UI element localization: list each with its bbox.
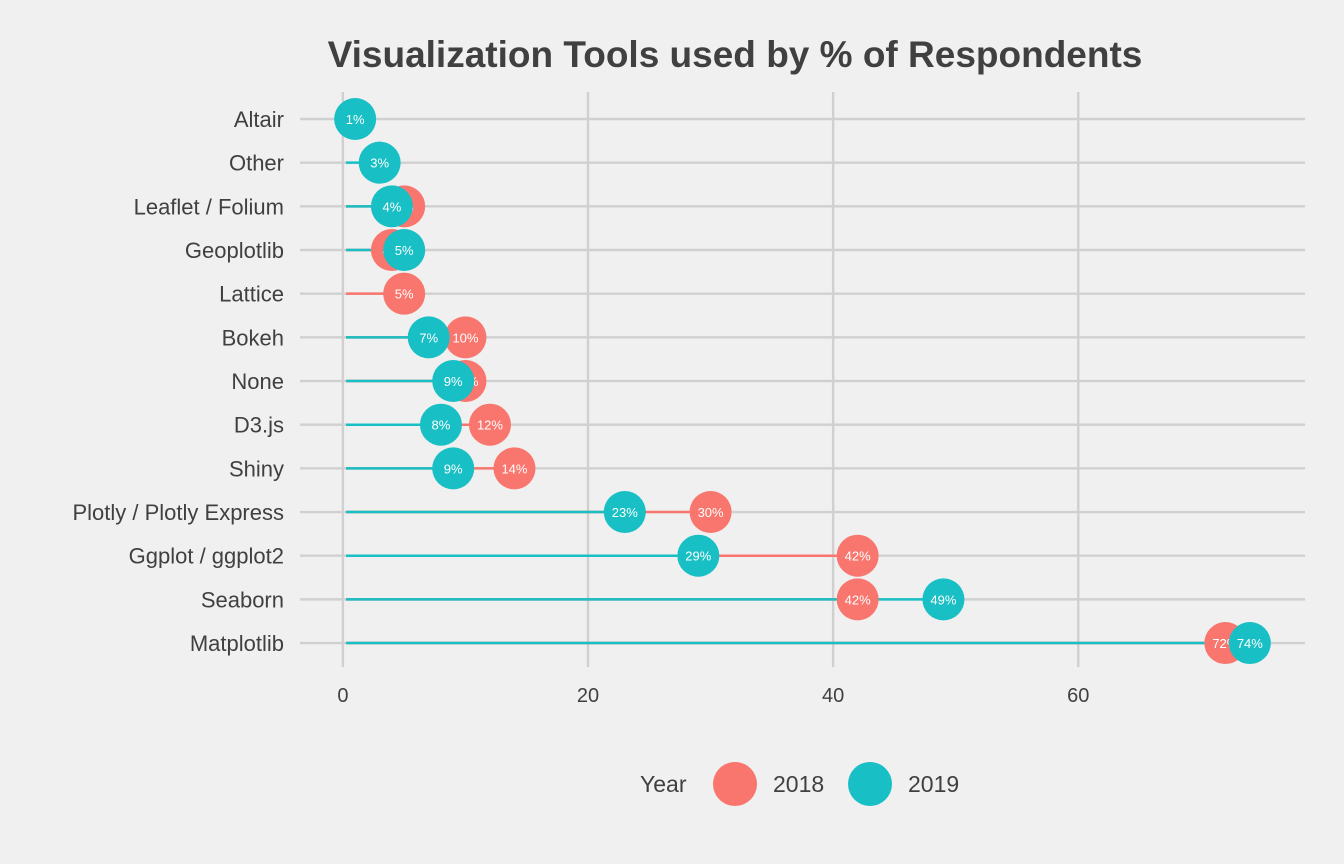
category-label: Leaflet / Folium <box>134 194 284 219</box>
dot-2018 <box>836 578 879 621</box>
dot-label-2019: 1% <box>346 112 365 127</box>
dot-2019 <box>677 534 720 577</box>
category-label: Matplotlib <box>190 631 284 656</box>
dot-2018 <box>383 272 426 315</box>
dot-label-2018: 42% <box>845 549 871 564</box>
category-label: Bokeh <box>222 325 284 350</box>
dot-label-2018: 10% <box>452 330 478 345</box>
category-label: Ggplot / ggplot2 <box>129 544 284 569</box>
category-label: Geoplotlib <box>185 238 284 263</box>
x-tick-label: 0 <box>337 685 348 707</box>
category-label: None <box>231 369 284 394</box>
category-label: Shiny <box>229 456 284 481</box>
category-label: Altair <box>234 107 284 132</box>
dot-2019 <box>370 185 413 228</box>
dot-2018 <box>836 534 879 577</box>
dot-label-2019: 74% <box>1237 636 1263 651</box>
dot-2019 <box>432 447 475 490</box>
dot-2018 <box>444 316 487 359</box>
dot-2018 <box>493 447 536 490</box>
category-label: Plotly / Plotly Express <box>72 500 284 525</box>
dots: 5%4%5%10%10%12%14%30%42%42%72%1%3%4%5%7%… <box>334 98 1271 665</box>
dot-label-2019: 5% <box>395 243 414 258</box>
dot-label-2018: 42% <box>845 592 871 607</box>
x-tick-label: 20 <box>577 685 599 707</box>
dot-2019 <box>407 316 450 359</box>
x-tick-label: 40 <box>822 685 844 707</box>
dot-2019 <box>1228 622 1271 665</box>
category-labels: Altair Other Leaflet / Folium Geoplotlib Lat… <box>72 107 284 656</box>
dot-label-2019: 29% <box>685 549 711 564</box>
legend-key-2018 <box>713 762 757 806</box>
dot-label-2018: 30% <box>698 505 724 520</box>
legend-label-2019: 2019 <box>908 771 959 797</box>
dot-label-2018: 5% <box>395 287 414 302</box>
dot-2019 <box>334 98 377 140</box>
dot-2019 <box>432 360 475 403</box>
dot-2019 <box>922 578 965 621</box>
x-tick-label: 60 <box>1067 685 1089 707</box>
dot-label-2019: 4% <box>383 199 402 214</box>
dot-label-2019: 49% <box>930 592 956 607</box>
dot-2019 <box>419 403 462 446</box>
category-label: Seaborn <box>201 587 284 612</box>
dot-label-2019: 9% <box>444 374 463 389</box>
dot-label-2018: 12% <box>477 418 503 433</box>
category-label: D3.js <box>234 413 284 438</box>
dot-label-2019: 9% <box>444 461 463 476</box>
category-label: Other <box>229 151 284 176</box>
dot-label-2019: 8% <box>432 418 451 433</box>
dot-2018 <box>689 491 732 534</box>
dot-2019 <box>358 141 401 184</box>
legend: Year 2018 2019 <box>640 762 959 806</box>
dot-label-2019: 23% <box>612 505 638 520</box>
dot-2019 <box>603 491 646 534</box>
legend-label-2018: 2018 <box>773 771 824 797</box>
x-axis-ticks: 0 20 40 60 <box>337 685 1089 707</box>
dot-2019 <box>383 229 426 272</box>
dot-label-2018: 14% <box>501 461 527 476</box>
category-label: Lattice <box>219 282 284 307</box>
dot-label-2019: 3% <box>370 156 389 171</box>
legend-key-2019 <box>848 762 892 806</box>
dot-2018 <box>468 403 511 446</box>
legend-title: Year <box>640 771 687 797</box>
chart-title: Visualization Tools used by % of Respond… <box>328 34 1143 75</box>
dot-label-2019: 7% <box>419 330 438 345</box>
